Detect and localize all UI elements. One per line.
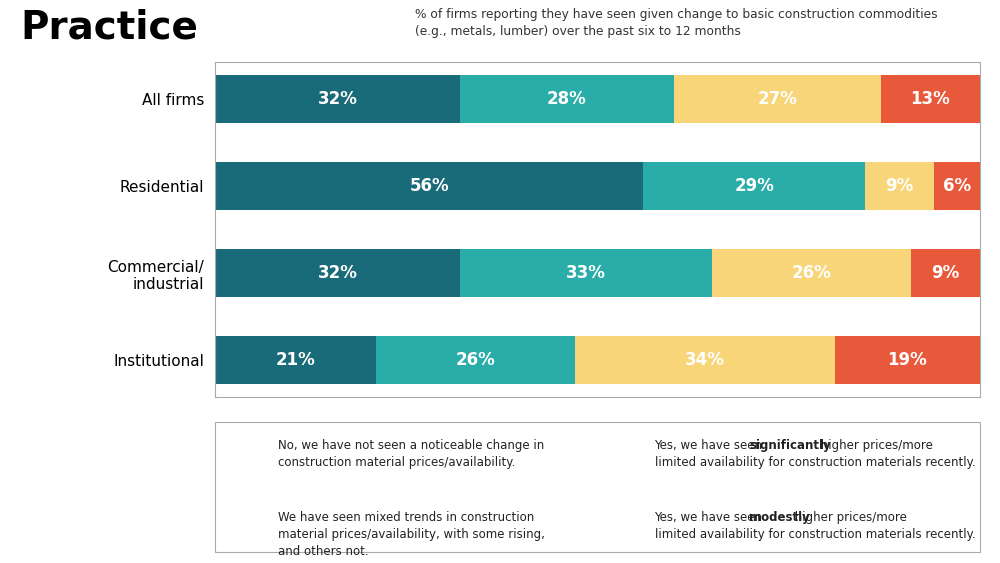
Text: Yes, we have seen: Yes, we have seen: [655, 511, 766, 524]
Bar: [215, 74, 460, 123]
Text: 26%: 26%: [792, 264, 832, 282]
Text: 6%: 6%: [943, 177, 971, 195]
Text: higher prices/more: higher prices/more: [791, 511, 907, 524]
Bar: [643, 162, 865, 210]
Text: 19%: 19%: [887, 351, 927, 369]
Text: % of firms reporting they have seen given change to basic construction commoditi: % of firms reporting they have seen give…: [415, 8, 938, 21]
Text: (e.g., metals, lumber) over the past six to 12 months: (e.g., metals, lumber) over the past six…: [415, 25, 741, 38]
Text: 27%: 27%: [757, 90, 797, 108]
Text: and others not.: and others not.: [278, 545, 369, 558]
Bar: [460, 74, 674, 123]
Text: 32%: 32%: [317, 90, 357, 108]
Bar: [712, 249, 911, 297]
Text: We have seen mixed trends in construction: We have seen mixed trends in constructio…: [278, 511, 534, 524]
Text: significantly: significantly: [749, 439, 831, 452]
Bar: [881, 74, 980, 123]
Text: No, we have not seen a noticeable change in: No, we have not seen a noticeable change…: [278, 439, 544, 452]
Text: 29%: 29%: [734, 177, 774, 195]
Bar: [835, 336, 980, 385]
Bar: [215, 249, 460, 297]
Text: 21%: 21%: [275, 351, 315, 369]
Text: 28%: 28%: [547, 90, 587, 108]
Bar: [460, 249, 712, 297]
Bar: [575, 336, 835, 385]
Text: 56%: 56%: [409, 177, 449, 195]
Text: Practice: Practice: [20, 8, 198, 46]
Text: 9%: 9%: [931, 264, 960, 282]
Text: material prices/availability, with some rising,: material prices/availability, with some …: [278, 528, 545, 541]
Bar: [911, 249, 980, 297]
Bar: [376, 336, 575, 385]
Bar: [215, 162, 643, 210]
Text: higher prices/more: higher prices/more: [817, 439, 933, 452]
Text: 26%: 26%: [455, 351, 495, 369]
Text: 32%: 32%: [317, 264, 357, 282]
Bar: [865, 162, 934, 210]
Text: 13%: 13%: [910, 90, 950, 108]
Text: 33%: 33%: [566, 264, 606, 282]
Text: 9%: 9%: [886, 177, 914, 195]
Text: limited availability for construction materials recently.: limited availability for construction ma…: [655, 456, 975, 469]
Bar: [934, 162, 980, 210]
Text: modestly: modestly: [749, 511, 810, 524]
Text: Yes, we have seen: Yes, we have seen: [655, 439, 766, 452]
Text: limited availability for construction materials recently.: limited availability for construction ma…: [655, 528, 975, 541]
Text: construction material prices/availability.: construction material prices/availabilit…: [278, 456, 515, 469]
Bar: [215, 336, 376, 385]
Text: 34%: 34%: [685, 351, 725, 369]
Bar: [674, 74, 881, 123]
